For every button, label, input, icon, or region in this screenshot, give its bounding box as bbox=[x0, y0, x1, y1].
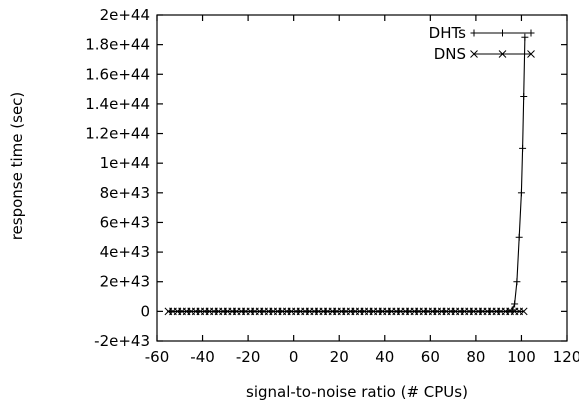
data-point-dhts bbox=[521, 33, 529, 41]
x-tick-label: 120 bbox=[553, 348, 579, 366]
x-axis-label: signal-to-noise ratio (# CPUs) bbox=[246, 383, 468, 401]
data-point-dhts bbox=[517, 189, 525, 197]
y-tick-label: 1.8e+44 bbox=[85, 36, 150, 54]
y-tick-label: 2e+43 bbox=[100, 273, 150, 291]
legend-marker-dhts bbox=[470, 29, 478, 37]
x-tick-label: -20 bbox=[236, 348, 261, 366]
data-point-dhts bbox=[511, 300, 519, 308]
y-tick-label: 1.2e+44 bbox=[85, 125, 150, 143]
x-tick-label: 20 bbox=[330, 348, 349, 366]
x-tick-label: -60 bbox=[145, 348, 170, 366]
x-tick-label: 0 bbox=[289, 348, 299, 366]
y-tick-label: -2e+43 bbox=[94, 332, 150, 350]
y-tick-label: 0 bbox=[140, 302, 150, 320]
x-tick-label: 100 bbox=[507, 348, 536, 366]
x-tick-label: -40 bbox=[190, 348, 215, 366]
data-point-dns bbox=[519, 307, 528, 316]
legend-label-dns: DNS bbox=[434, 45, 466, 63]
series-line-dhts bbox=[170, 37, 526, 312]
data-point-dhts bbox=[515, 233, 523, 241]
data-point-dhts bbox=[513, 278, 521, 286]
legend-label-dhts: DHTs bbox=[429, 24, 467, 42]
y-tick-label: 4e+43 bbox=[100, 243, 150, 261]
legend-marker-dhts bbox=[499, 29, 506, 37]
x-tick-label: 40 bbox=[375, 348, 394, 366]
y-tick-label: 1.6e+44 bbox=[85, 65, 150, 83]
data-point-dhts bbox=[508, 306, 516, 314]
y-tick-label: 2e+44 bbox=[100, 6, 150, 24]
x-tick-label: 60 bbox=[421, 348, 440, 366]
y-tick-label: 8e+43 bbox=[100, 184, 150, 202]
x-tick-label: 80 bbox=[466, 348, 485, 366]
legend-marker-dns bbox=[470, 50, 478, 58]
marker-d2 bbox=[470, 50, 478, 58]
y-tick-label: 6e+43 bbox=[100, 213, 150, 231]
legend-marker-dhts bbox=[527, 29, 535, 37]
marker-d2 bbox=[519, 307, 528, 316]
data-point-dhts bbox=[520, 93, 528, 100]
data-point-dhts bbox=[519, 144, 527, 152]
legend-marker-dns bbox=[498, 50, 507, 58]
y-axis-label: response time (sec) bbox=[8, 92, 26, 241]
y-tick-label: 1.4e+44 bbox=[85, 95, 150, 113]
marker-d2 bbox=[527, 50, 535, 58]
plot-frame bbox=[156, 14, 568, 342]
legend-marker-dns bbox=[527, 50, 535, 58]
y-tick-label: 1e+44 bbox=[100, 154, 150, 172]
marker-d2 bbox=[498, 50, 507, 58]
